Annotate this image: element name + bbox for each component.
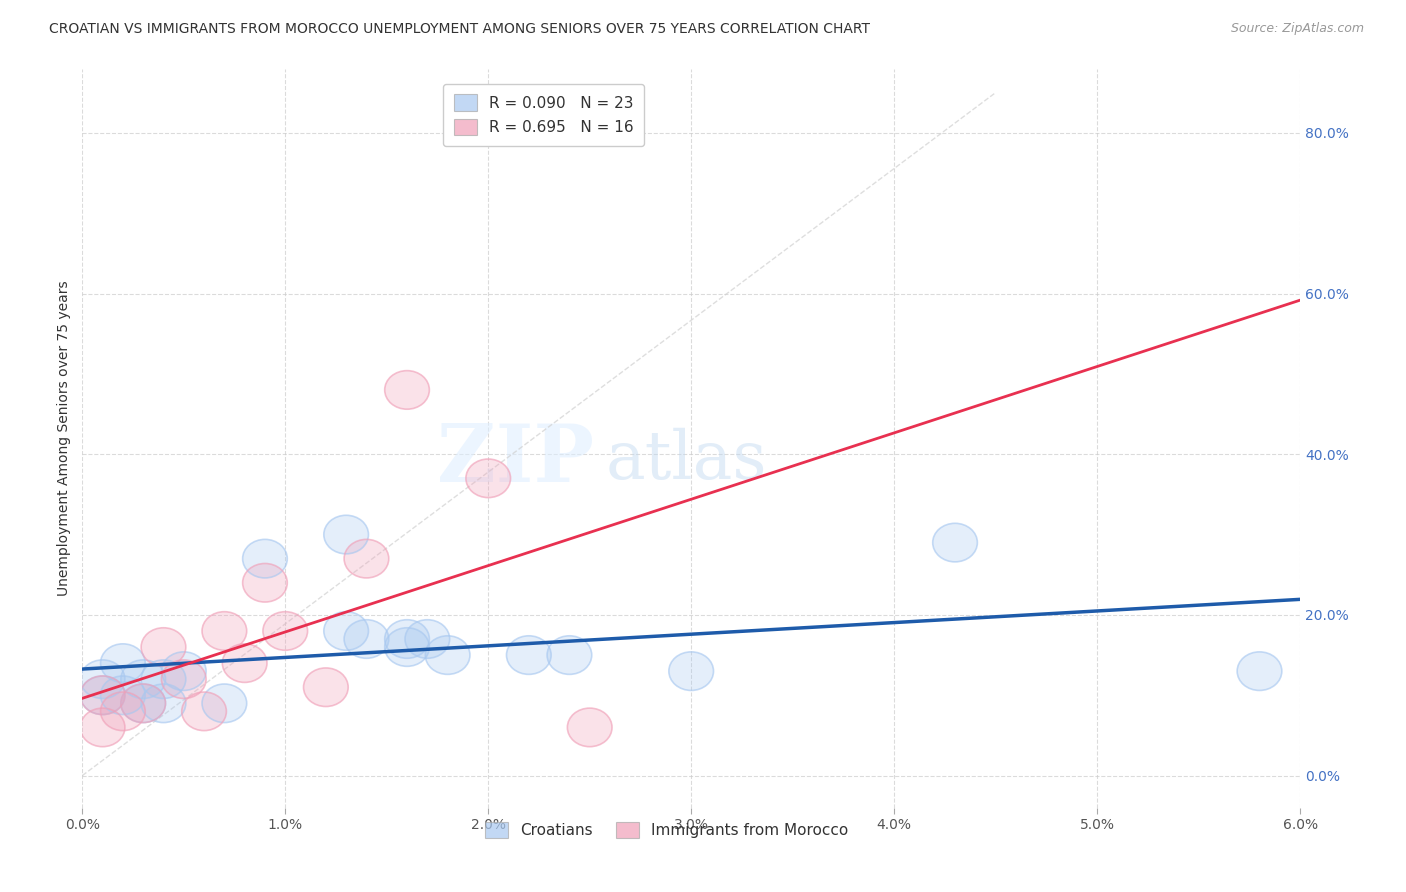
Ellipse shape [263,612,308,650]
Ellipse shape [121,660,166,698]
Ellipse shape [222,644,267,682]
Ellipse shape [80,708,125,747]
Legend: Croatians, Immigrants from Morocco: Croatians, Immigrants from Morocco [479,815,855,845]
Ellipse shape [141,684,186,723]
Ellipse shape [465,459,510,498]
Ellipse shape [669,652,713,690]
Ellipse shape [344,540,389,578]
Ellipse shape [506,636,551,674]
Ellipse shape [547,636,592,674]
Ellipse shape [121,684,166,723]
Ellipse shape [304,668,349,706]
Ellipse shape [101,676,145,714]
Ellipse shape [385,620,429,658]
Ellipse shape [141,628,186,666]
Ellipse shape [243,540,287,578]
Ellipse shape [425,636,470,674]
Ellipse shape [80,660,125,698]
Ellipse shape [405,620,450,658]
Ellipse shape [121,684,166,723]
Ellipse shape [162,652,207,690]
Ellipse shape [162,660,207,698]
Ellipse shape [1237,652,1282,690]
Ellipse shape [101,644,145,682]
Ellipse shape [202,612,246,650]
Ellipse shape [344,620,389,658]
Text: atlas: atlas [606,427,768,493]
Text: Source: ZipAtlas.com: Source: ZipAtlas.com [1230,22,1364,36]
Ellipse shape [101,692,145,731]
Text: ZIP: ZIP [437,421,593,500]
Ellipse shape [323,612,368,650]
Ellipse shape [243,564,287,602]
Ellipse shape [568,708,612,747]
Ellipse shape [323,516,368,554]
Ellipse shape [932,524,977,562]
Ellipse shape [80,676,125,714]
Ellipse shape [141,660,186,698]
Y-axis label: Unemployment Among Seniors over 75 years: Unemployment Among Seniors over 75 years [58,280,72,596]
Ellipse shape [181,692,226,731]
Ellipse shape [80,676,125,714]
Text: CROATIAN VS IMMIGRANTS FROM MOROCCO UNEMPLOYMENT AMONG SENIORS OVER 75 YEARS COR: CROATIAN VS IMMIGRANTS FROM MOROCCO UNEM… [49,22,870,37]
Ellipse shape [202,684,246,723]
Ellipse shape [385,628,429,666]
Ellipse shape [385,371,429,409]
